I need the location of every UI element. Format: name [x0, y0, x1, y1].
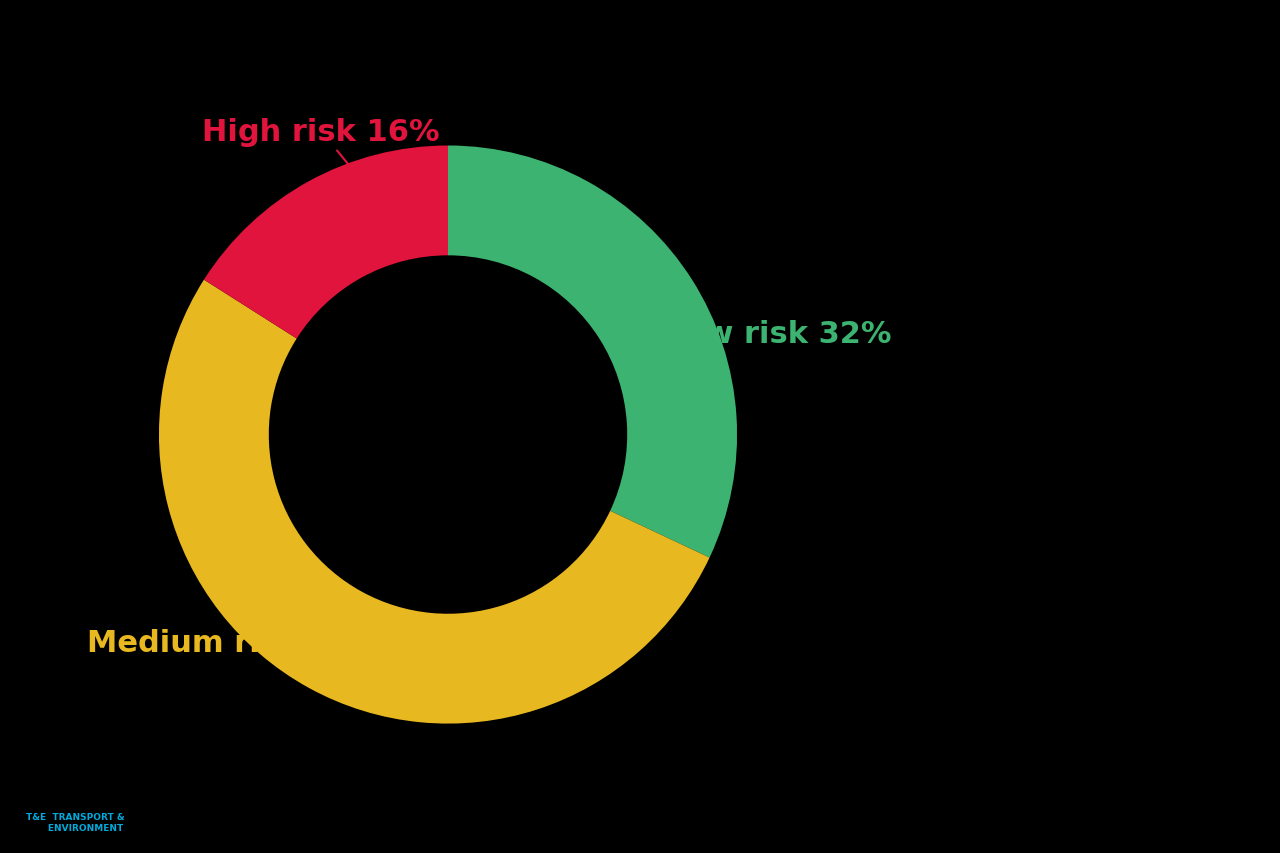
Wedge shape	[204, 147, 448, 339]
Wedge shape	[159, 281, 709, 723]
Text: High risk 16%: High risk 16%	[202, 118, 440, 177]
Text: T&E  TRANSPORT &
       ENVIRONMENT: T&E TRANSPORT & ENVIRONMENT	[26, 812, 124, 832]
Wedge shape	[448, 147, 737, 558]
Text: Low risk 32%: Low risk 32%	[664, 320, 891, 349]
Text: Medium risk 52%: Medium risk 52%	[87, 614, 381, 658]
